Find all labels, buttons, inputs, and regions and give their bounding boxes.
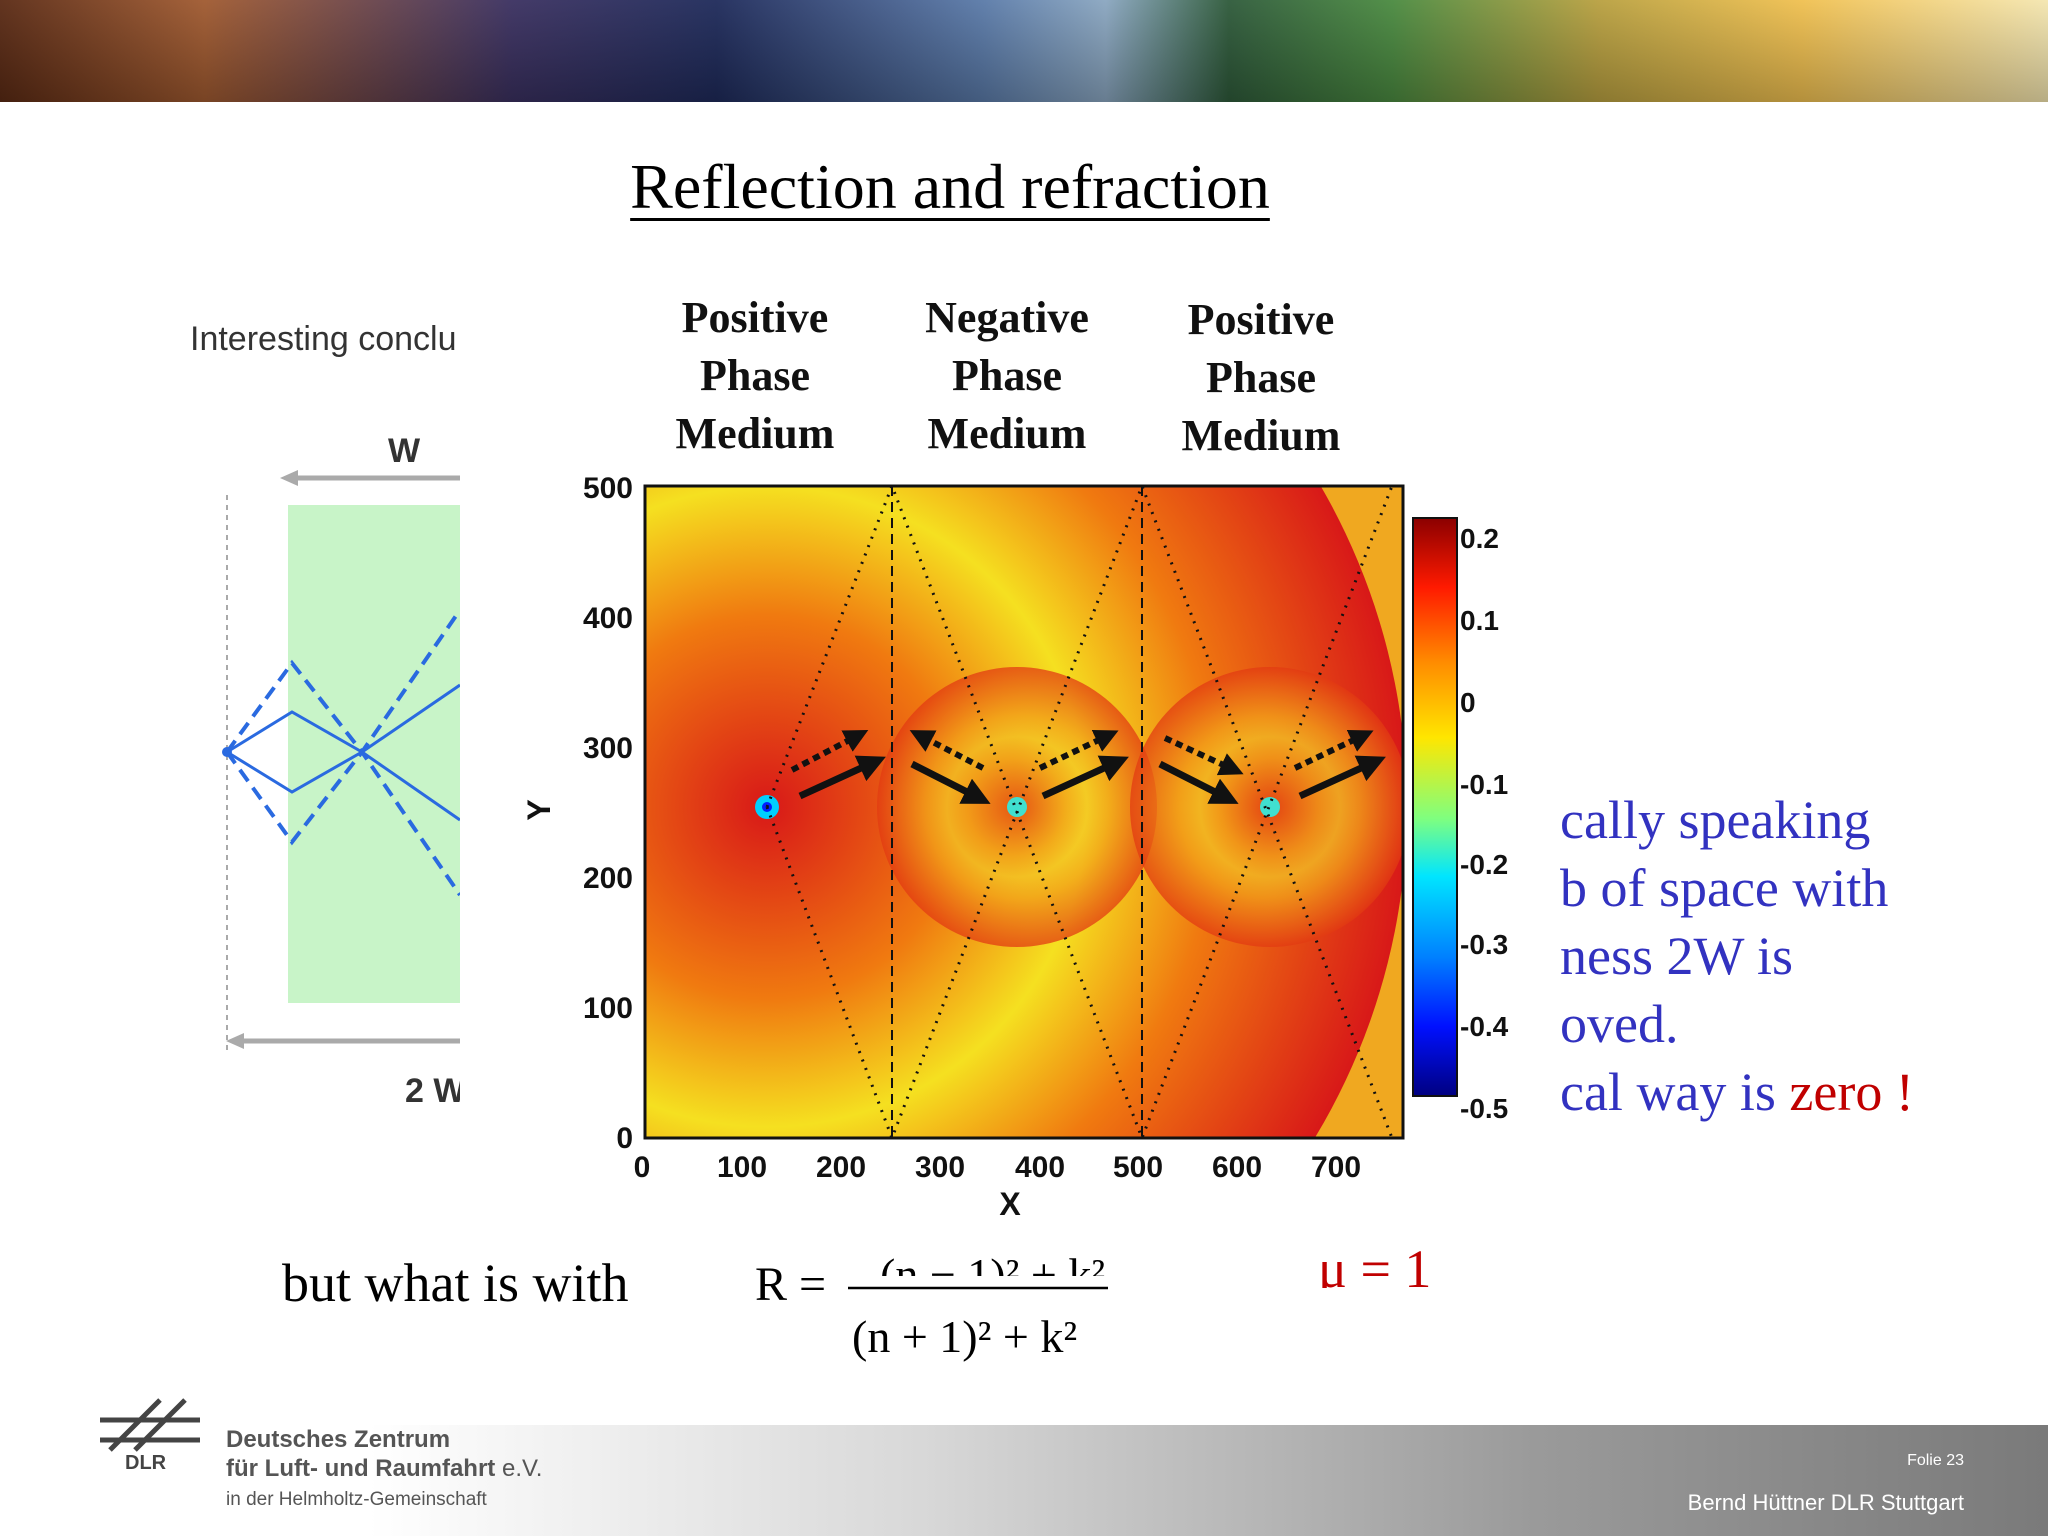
slab-region [288, 505, 460, 1003]
colorbar-ticks: 0.2 0.1 0 -0.1 -0.2 -0.3 -0.4 -0.5 [1460, 523, 1509, 1124]
y-tick-label: 500 [583, 472, 633, 505]
ray-solid-lower [226, 750, 460, 822]
medium-headers: Positive Phase Medium Negative Phase Med… [676, 293, 1341, 460]
header-banner [0, 0, 2048, 102]
org-ev: e.V. [495, 1455, 543, 1482]
refracted-arrow-1 [910, 760, 991, 804]
header-medium-1-line-1: Positive [682, 293, 829, 342]
org-line-2-text: für Luft- und Raumfahrt [226, 1455, 496, 1482]
formula-lhs: R = [755, 1258, 826, 1311]
header-medium-2-line-3: Medium [928, 409, 1087, 458]
colorbar-tick-label: -0.5 [1460, 1093, 1508, 1124]
header-medium-3-line-1: Positive [1188, 295, 1335, 344]
background-text-line: cally speaking [1560, 790, 1871, 850]
plot-frame [643, 484, 1405, 1140]
x-tick-label: 600 [1212, 1151, 1262, 1184]
background-text-line: b of space with [1560, 858, 1889, 918]
header-medium-2-line-2: Phase [952, 351, 1062, 400]
reflectivity-formula: R = (n − 1)² + k² (n + 1)² + k² [750, 1240, 1130, 1380]
slab-figure-caption: Interesting conclu [190, 320, 457, 358]
image-core-1 [1007, 797, 1027, 817]
reflected-arrow-3 [1038, 730, 1119, 771]
colorbar-tick-label: -0.2 [1460, 849, 1508, 880]
banner-shade [0, 0, 2048, 102]
transmitted-arrow-3 [1298, 755, 1386, 800]
background-text: cally speaking b of space with ness 2W i… [1560, 786, 2030, 1126]
org-line-3: in der Helmholtz-Gemeinschaft [226, 1489, 487, 1510]
x-tick-label: 400 [1015, 1151, 1065, 1184]
org-line-1: Deutsches Zentrum [226, 1426, 451, 1453]
colorbar-tick-label: 0.2 [1460, 523, 1499, 554]
y-tick-label: 100 [583, 992, 633, 1025]
formula-denominator: (n + 1)² + k² [852, 1311, 1077, 1362]
organisation-name: Deutsches Zentrum für Luft- und Raumfahr… [226, 1425, 542, 1517]
background-text-line: cal way is zero ! [1560, 1058, 2030, 1126]
slab-width-arrowhead [280, 470, 298, 486]
bottom-question: but what is with [282, 1253, 629, 1313]
ray-path-lower [765, 486, 1394, 1138]
ray-source-point [222, 747, 232, 757]
double-width-arrowhead [226, 1033, 244, 1049]
mu-equals-one: μ = 1 [1318, 1239, 1432, 1288]
double-width-label: 2 W [405, 1072, 460, 1110]
slide-number: Folie 23 [1907, 1452, 1964, 1469]
x-tick-label: 300 [915, 1151, 965, 1184]
header-medium-3-line-2: Phase [1206, 353, 1316, 402]
colorbar-tick-label: -0.1 [1460, 769, 1508, 800]
header-medium-1-line-2: Phase [700, 351, 810, 400]
x-tick-label: 100 [717, 1151, 767, 1184]
x-tick-label: 200 [816, 1151, 866, 1184]
header-medium-3-line-3: Medium [1182, 411, 1341, 460]
colorbar [1412, 517, 1458, 1097]
dlr-logo-text: DLR [125, 1452, 167, 1474]
x-tick-label: 500 [1113, 1151, 1163, 1184]
slab-width-label: W [388, 432, 421, 470]
background-text-line: oved. [1560, 994, 1679, 1054]
wave-simulation-figure: Positive Phase Medium Negative Phase Med… [521, 293, 1509, 1222]
colorbar-tick-label: -0.3 [1460, 929, 1508, 960]
wave-arrows [790, 730, 1386, 804]
colorbar-tick-label: 0.1 [1460, 605, 1499, 636]
colorbar-tick-label: 0 [1460, 687, 1476, 718]
slab-figure: Interesting conclu W 2 W [190, 320, 460, 1110]
formula-numerator: (n − 1)² + k² [880, 1249, 1105, 1300]
ray-solid-upper [226, 683, 460, 754]
y-tick-label: 400 [583, 602, 633, 635]
dlr-logo-icon [100, 1398, 200, 1452]
refracted-arrow-2 [1158, 760, 1239, 804]
footer-bar [0, 1425, 2048, 1536]
x-tick-label: 0 [634, 1151, 651, 1184]
y-axis-ticks: 0 100 200 300 400 500 [583, 472, 633, 1155]
ray-dashed-lower [225, 748, 460, 897]
exclamation: ! [1882, 1062, 1914, 1122]
reflected-arrow-5 [1293, 730, 1374, 771]
transmitted-arrow-2 [1041, 755, 1129, 800]
header-medium-2-line-1: Negative [925, 293, 1089, 342]
y-tick-label: 0 [616, 1122, 633, 1155]
y-tick-label: 200 [583, 862, 633, 895]
x-axis-ticks: 0 100 200 300 400 500 600 700 [634, 1151, 1361, 1184]
header-medium-1-line-3: Medium [676, 409, 835, 458]
wave-field [645, 486, 1403, 1138]
author-credit: Bernd Hüttner DLR Stuttgart [1687, 1490, 1964, 1515]
ray-dashed-upper [225, 608, 460, 756]
image-core-2 [1260, 797, 1280, 817]
org-line-2: für Luft- und Raumfahrt e.V. [226, 1454, 542, 1483]
slide-title: Reflection and refraction [630, 151, 1270, 222]
x-axis-label: X [999, 1186, 1021, 1222]
background-text-line-start: cal way is [1560, 1062, 1790, 1122]
y-axis-label: Y [521, 799, 557, 820]
transmitted-arrow-1 [798, 755, 886, 800]
background-text-line: ness 2W is [1560, 926, 1794, 986]
y-tick-label: 300 [583, 732, 633, 765]
zero-word: zero [1789, 1062, 1883, 1122]
x-tick-label: 700 [1311, 1151, 1361, 1184]
colorbar-tick-label: -0.4 [1460, 1011, 1509, 1042]
